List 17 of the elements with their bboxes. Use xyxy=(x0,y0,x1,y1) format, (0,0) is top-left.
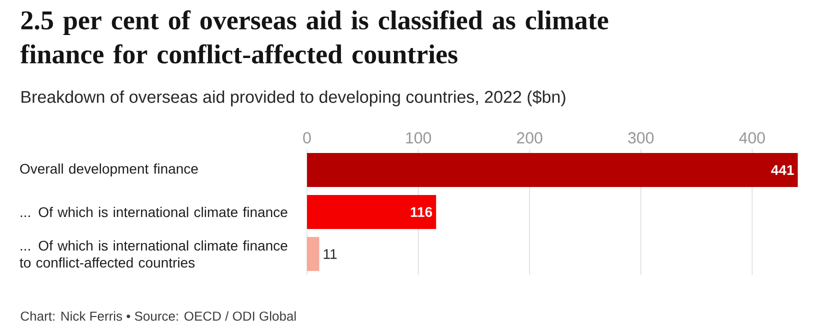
bar xyxy=(307,153,798,188)
x-tick-label: 400 xyxy=(739,132,765,144)
x-tick-label: 200 xyxy=(517,132,542,144)
x-tick-label: 300 xyxy=(628,132,654,144)
chart-title: 2.5 per cent of overseas aid is classified as climate finance for conflict-affected countries xyxy=(20,10,608,64)
x-tick-label: 0 xyxy=(303,132,311,144)
bar xyxy=(307,237,320,272)
y-tick-label: Overall development finance xyxy=(20,163,198,177)
x-tick-label: 100 xyxy=(406,132,432,144)
data-label: 116 xyxy=(410,207,432,217)
y-tick-label: ... Of which is international climate finance xyxy=(20,206,288,218)
chart-subtitle: Breakdown of overseas aid provided to developing countries, 2022 ($bn) xyxy=(22,90,566,106)
y-tick-label: ... Of which is international climate finance to conflict-affected countries xyxy=(20,240,288,268)
data-label: 441 xyxy=(771,165,794,175)
data-label: 11 xyxy=(324,249,337,259)
text: Chart: Nick Ferris • Source: OECD / ODI Global xyxy=(20,311,296,321)
bar xyxy=(307,195,436,230)
